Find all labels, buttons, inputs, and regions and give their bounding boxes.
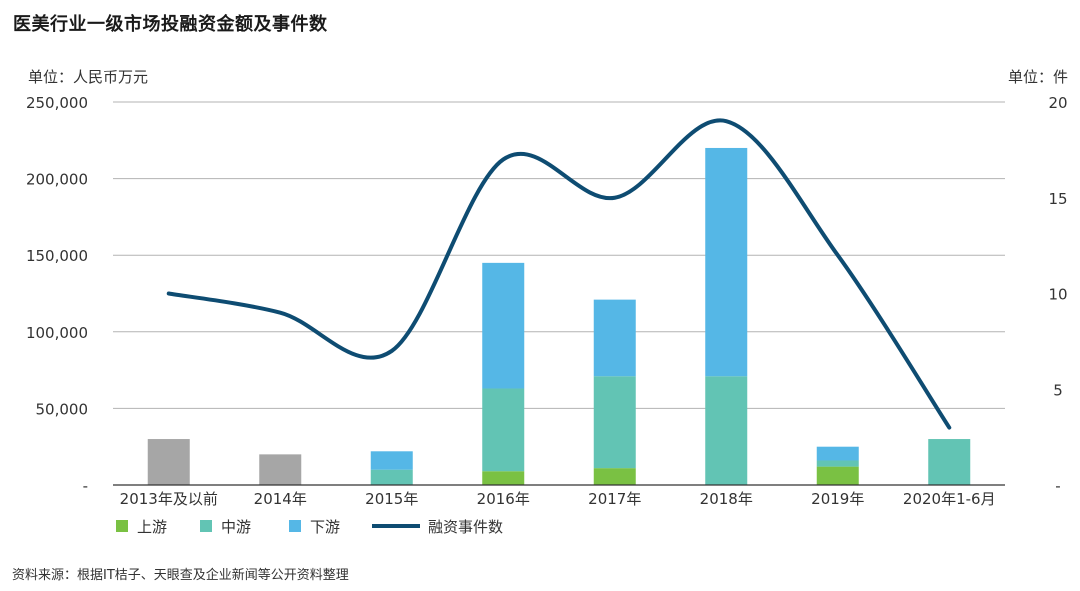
- chart-title: 医美行业一级市场投融资金额及事件数: [13, 14, 328, 35]
- bar-segment-downstream: [705, 147, 748, 377]
- x-tick-label: 2016年: [477, 490, 530, 508]
- x-tick-label: 2018年: [700, 490, 753, 508]
- right-tick-label: 20: [1048, 94, 1067, 112]
- left-tick-label: 250,000: [26, 94, 88, 112]
- legend-line-label: 融资事件数: [428, 518, 503, 536]
- x-tick-label: 2014年: [254, 490, 307, 508]
- left-tick-label: -: [83, 477, 88, 495]
- right-tick-label: 15: [1048, 190, 1067, 208]
- source-note: 资料来源：根据IT桔子、天眼查及企业新闻等公开资料整理: [12, 568, 349, 583]
- right-tick-label: 10: [1048, 286, 1067, 304]
- bar-segment-midstream: [928, 439, 971, 485]
- legend-upstream-swatch: [116, 520, 128, 532]
- bar-segment-downstream: [370, 451, 413, 470]
- line-series-events: [166, 118, 952, 430]
- x-tick-label: 2015年: [365, 490, 418, 508]
- legend-midstream-label: 中游: [221, 518, 251, 536]
- bar-segment-midstream: [816, 460, 859, 467]
- bar-segment-midstream: [593, 376, 636, 469]
- legend-downstream-swatch: [289, 520, 301, 532]
- left-tick-label: 150,000: [26, 247, 88, 265]
- bar-segment-downstream: [593, 299, 636, 377]
- bar-segment-downstream: [816, 446, 859, 461]
- left-axis-unit: 单位：人民币万元: [28, 68, 149, 86]
- x-tick-label: 2013年及以前: [120, 490, 218, 508]
- bar-segment-downstream: [482, 262, 525, 389]
- legend-midstream-swatch: [200, 520, 212, 532]
- left-tick-label: 50,000: [36, 400, 89, 418]
- bar-segment-midstream: [370, 469, 413, 485]
- bar-segment-midstream: [705, 376, 748, 485]
- right-tick-label: 5: [1053, 381, 1063, 399]
- legend-downstream-label: 下游: [310, 518, 340, 536]
- right-axis-unit: 单位：件: [1007, 68, 1068, 86]
- x-tick-label: 2020年1-6月: [903, 490, 996, 508]
- bar-segment-upstream: [593, 468, 636, 485]
- bar-segment-upstream: [816, 466, 859, 485]
- bar-segment-midstream: [482, 388, 525, 472]
- legend-upstream-label: 上游: [137, 518, 167, 536]
- x-tick-label: 2019年: [811, 490, 864, 508]
- bar-total: [259, 454, 302, 485]
- left-tick-label: 200,000: [26, 171, 88, 189]
- right-tick-label: -: [1055, 477, 1060, 495]
- x-tick-label: 2017年: [588, 490, 641, 508]
- bar-segment-upstream: [482, 471, 525, 485]
- left-tick-label: 100,000: [26, 324, 88, 342]
- bar-total: [147, 439, 190, 485]
